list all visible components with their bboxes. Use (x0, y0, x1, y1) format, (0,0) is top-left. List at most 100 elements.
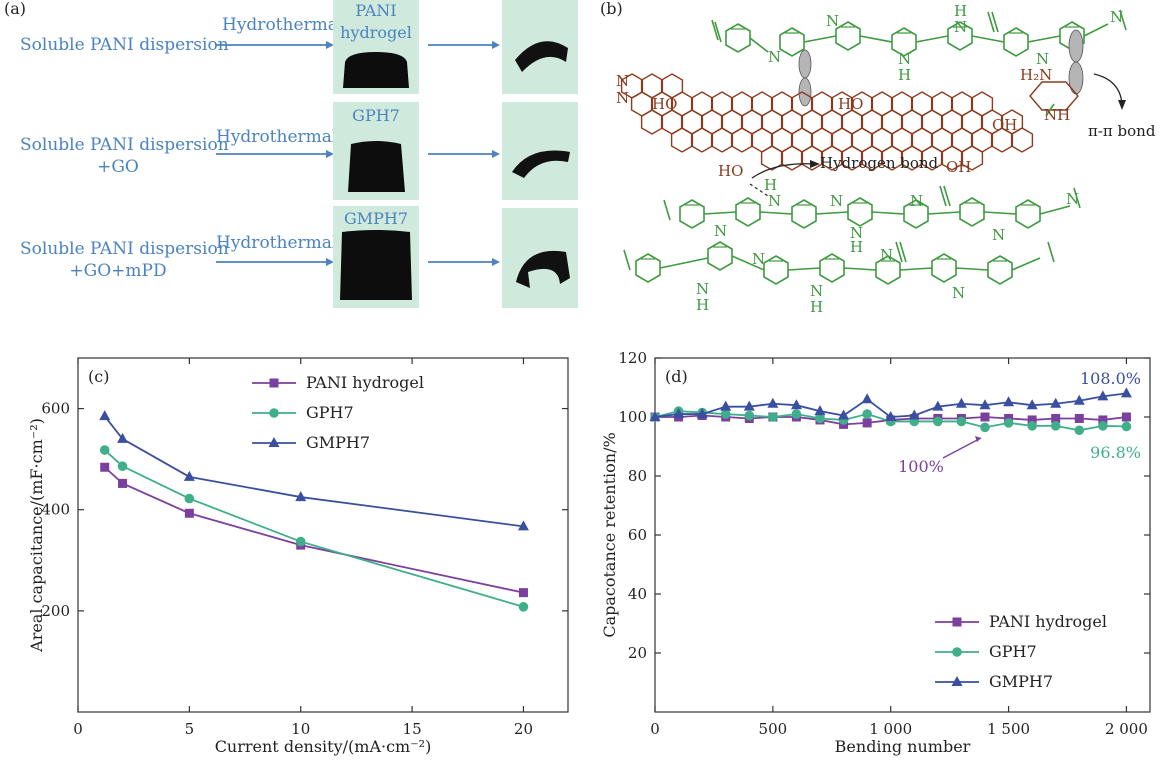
data-point-gph7 (933, 416, 943, 427)
data-point-gmph7 (838, 409, 850, 420)
data-point-gph7 (1027, 421, 1037, 431)
x-tick-label: 1 000 (869, 720, 912, 738)
row1-gel-label1: PANI (355, 1, 396, 20)
annotation-pani-pointer (942, 437, 982, 459)
data-point-pani-hydrogel (184, 508, 194, 518)
row2-bent-film (512, 150, 570, 178)
top-n2: N (826, 12, 839, 30)
legend-label: PANI hydrogel (306, 373, 424, 392)
bottom-n1: N (768, 192, 781, 210)
data-point-gph7 (1098, 421, 1108, 431)
data-point-gph7 (184, 493, 195, 504)
x-tick-label: 500 (759, 720, 788, 738)
data-point-gph7 (768, 412, 778, 422)
h2n-label: H₂N (1020, 66, 1052, 84)
y-axis-label: Capacotance retention/% (600, 432, 619, 637)
data-point-gph7 (1121, 421, 1132, 432)
legend-label: GMPH7 (989, 672, 1053, 691)
graphene-ho1: HO (652, 95, 677, 113)
data-point-gmph7 (99, 410, 111, 421)
plot-frame (77, 357, 569, 713)
y-tick-label: 400 (41, 501, 70, 519)
row2-input1: Soluble PANI dispersion (20, 135, 229, 155)
bottom2-h1: H (696, 296, 709, 314)
legend-label: GMPH7 (306, 433, 370, 452)
data-point-gph7 (1003, 418, 1014, 428)
data-point-gmph7 (932, 400, 944, 411)
panel-letter: (d) (665, 367, 688, 386)
data-point-gmph7 (814, 405, 826, 416)
bottom-n4: N (910, 192, 923, 210)
data-point-gmph7 (885, 411, 897, 421)
legend-label: GPH7 (306, 403, 354, 422)
row1-bent-film (515, 41, 568, 72)
row3-input1: Soluble PANI dispersion (20, 239, 229, 259)
top-h: H (954, 2, 967, 20)
data-point-gmph7 (673, 408, 685, 419)
data-point-gmph7 (295, 491, 307, 502)
data-point-gmph7 (1050, 397, 1062, 408)
row2-process: Hydrothermal (216, 127, 337, 147)
bottom-pani-chain-2 (623, 241, 1055, 285)
x-tick-label: 15 (403, 720, 422, 738)
bottom2-n4: N (880, 246, 893, 264)
series-line-pani-hydrogel (104, 466, 524, 594)
legend-marker (268, 437, 280, 447)
aniline-ring (1029, 81, 1079, 117)
hydrogen-bond-label: Hydrogen bond (820, 154, 939, 172)
bottom-n3: N (830, 192, 843, 210)
row2-arrowhead2 (492, 150, 500, 158)
data-point-gph7 (980, 422, 990, 433)
data-point-pani-hydrogel (980, 412, 990, 422)
panel-a: (a) Soluble PANI dispersion Hydrothermal… (4, 0, 578, 308)
data-point-gph7 (1050, 421, 1061, 431)
data-point-pani-hydrogel (1027, 415, 1037, 425)
bottom2-n0: N (752, 250, 765, 268)
pi-bond-label: π-π bond (1088, 122, 1156, 140)
data-point-gph7 (117, 461, 128, 472)
row1-hydrogel-image (343, 52, 409, 88)
annotation-gph7: 96.8% (1090, 443, 1141, 462)
x-tick-label: 0 (650, 720, 660, 738)
data-point-gmph7 (790, 399, 802, 410)
data-point-gmph7 (908, 409, 920, 420)
row2-hydrogel-image (348, 141, 405, 192)
graphene-n1: N (616, 72, 629, 90)
y-tick-label: 120 (618, 349, 647, 367)
graphene-oh2: OH (946, 158, 971, 176)
nh-label: NH (1044, 106, 1070, 124)
data-point-gmph7 (1097, 390, 1109, 401)
legend-marker (952, 617, 962, 627)
data-point-gmph7 (1120, 387, 1132, 398)
row3-bent-film (516, 250, 570, 288)
panel-a-letter: (a) (4, 0, 26, 18)
data-point-gph7 (791, 409, 802, 419)
bottom-pani-chain-1 (663, 185, 1081, 229)
bottom-nh-n: N (850, 224, 863, 242)
data-point-pani-hydrogel (1074, 413, 1084, 423)
annotation-pani: 100% (898, 457, 944, 476)
graphene-ho2: HO (838, 95, 863, 113)
row3-input2: +GO+mPD (69, 261, 166, 281)
pi-bond-arrow (1093, 73, 1123, 105)
data-point-gmph7 (1073, 394, 1085, 405)
top-nh-n: N (898, 50, 911, 68)
data-point-gph7 (956, 416, 967, 427)
data-point-gph7 (744, 410, 755, 421)
bottom2-n2: N (810, 282, 823, 300)
x-tick-label: 20 (514, 720, 533, 738)
y-tick-label: 40 (628, 585, 647, 603)
bottom-n2: N (714, 222, 727, 240)
data-point-gmph7 (979, 399, 991, 410)
data-point-gmph7 (117, 432, 129, 443)
x-tick-label: 10 (291, 720, 310, 738)
data-point-pani-hydrogel (518, 588, 528, 598)
annotation-gmph7: 108.0% (1080, 369, 1141, 388)
data-point-gph7 (720, 409, 731, 419)
legend-marker (269, 378, 279, 388)
y-tick-label: 20 (628, 644, 647, 662)
hydrogen-bond-arrowhead (810, 160, 820, 168)
row2-input2: +GO (97, 157, 139, 177)
legend-label: GPH7 (989, 642, 1037, 661)
top-pani-chain (711, 9, 1127, 57)
